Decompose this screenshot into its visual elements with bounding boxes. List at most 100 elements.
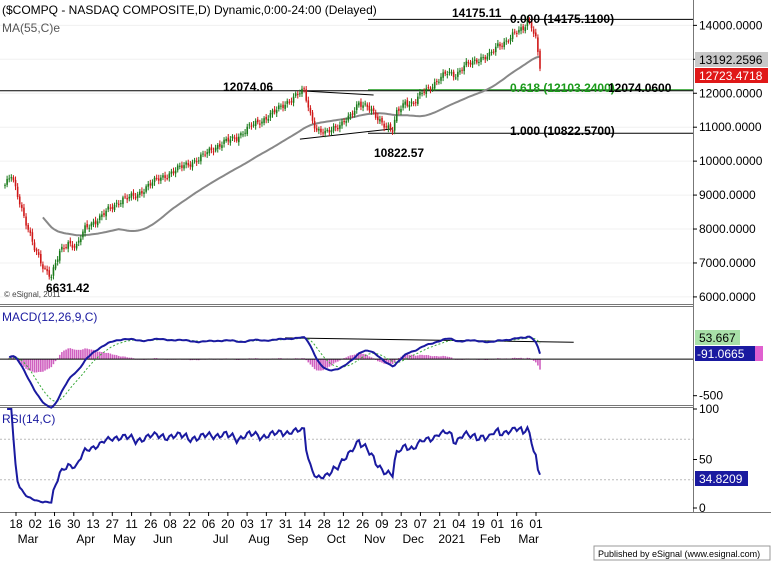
- candle-body: [80, 238, 82, 243]
- candle-body: [290, 101, 293, 103]
- candle-body: [473, 59, 476, 61]
- ma-55-line: [42, 55, 541, 237]
- candle-body: [305, 89, 308, 101]
- x-month-label: Oct: [327, 532, 346, 546]
- candle-body: [355, 104, 358, 111]
- macd-hist-bar: [450, 357, 453, 360]
- macd-hist-bar: [539, 359, 541, 370]
- candle-body: [202, 153, 204, 155]
- macd-hist-bar: [67, 348, 69, 360]
- candle-body: [37, 252, 40, 255]
- macd-hist-bar: [12, 357, 15, 360]
- candle-body: [273, 109, 276, 113]
- candle-body: [61, 246, 63, 250]
- macd-line: [8, 335, 541, 409]
- candle-body: [450, 72, 453, 74]
- macd-value-box: [695, 346, 755, 361]
- candle-body: [6, 178, 8, 185]
- candle-body: [23, 207, 25, 216]
- x-tick-label: 31: [279, 517, 293, 531]
- candle-body: [82, 231, 84, 238]
- candle-body: [12, 177, 15, 181]
- candle-body: [296, 93, 299, 95]
- candle-body: [534, 32, 537, 37]
- candle-body: [153, 177, 156, 183]
- macd-hist-bar: [195, 359, 198, 361]
- candle-body: [33, 242, 36, 251]
- candle-body: [166, 178, 168, 180]
- macd-hist-bar: [44, 359, 46, 371]
- x-month-label: May: [113, 532, 136, 546]
- candle-body: [343, 120, 345, 123]
- macd-hist-bar: [63, 350, 65, 360]
- histogram-value-box: [755, 346, 763, 361]
- macd-hist-bar: [526, 357, 529, 360]
- candle-body: [246, 126, 249, 135]
- x-tick-label: 27: [106, 517, 120, 531]
- signal-value-box: [695, 330, 740, 345]
- macd-hist-bar: [113, 354, 116, 360]
- x-tick-label: 13: [86, 517, 100, 531]
- candle-body: [117, 203, 120, 205]
- candle-body: [362, 105, 364, 108]
- candle-body: [480, 57, 482, 63]
- macd-hist-bar: [362, 353, 364, 360]
- macd-hist-bar: [313, 359, 316, 370]
- candle-body: [77, 240, 80, 243]
- macd-hist-bar: [101, 352, 103, 360]
- candle-body: [128, 196, 131, 199]
- candle-body: [469, 62, 472, 65]
- candle-body: [307, 100, 310, 108]
- candle-body: [438, 81, 440, 83]
- macd-hist-bar: [109, 353, 112, 360]
- candle-body: [84, 225, 86, 233]
- macd-hist-bar: [94, 350, 97, 360]
- macd-hist-bar: [431, 356, 434, 360]
- candle-body: [377, 116, 379, 121]
- x-tick-label: 02: [29, 517, 43, 531]
- macd-hist-bar: [324, 359, 326, 370]
- candle-body: [254, 120, 257, 126]
- chart-title: ($COMPQ - NASDAQ COMPOSITE,D) Dynamic,0:…: [2, 3, 377, 17]
- candle-body: [360, 101, 362, 107]
- price-ytick-label: 14000.0000: [699, 18, 763, 32]
- x-tick-label: 16: [510, 517, 524, 531]
- macd-hist-bar: [393, 359, 396, 363]
- candle-body: [278, 105, 280, 110]
- candle-body: [275, 110, 278, 114]
- candle-body: [509, 38, 512, 41]
- candle-body: [417, 96, 419, 104]
- candle-body: [435, 80, 438, 82]
- candle-body: [252, 124, 255, 126]
- candle-body: [391, 130, 394, 132]
- footer-box: [593, 545, 771, 561]
- candle-body: [332, 126, 335, 131]
- candle-body: [494, 46, 497, 53]
- macd-hist-bar: [46, 359, 48, 370]
- candle-body: [457, 71, 459, 77]
- x-tick-label: 26: [356, 517, 370, 531]
- macd-hist-bar: [40, 359, 42, 372]
- candle-body: [96, 221, 99, 226]
- macd-hist-bar: [370, 357, 373, 360]
- candle-body: [168, 173, 171, 179]
- candle-body: [40, 254, 42, 264]
- candle-body: [385, 126, 388, 128]
- candle-body: [421, 92, 423, 94]
- macd-hist-bar: [311, 359, 314, 367]
- macd-histogram: [8, 348, 541, 373]
- candle-body: [130, 193, 133, 198]
- candle-body: [518, 29, 520, 33]
- candle-body: [471, 61, 474, 65]
- x-tick-label: 08: [163, 517, 177, 531]
- macd-hist-bar: [516, 358, 518, 360]
- x-month-label: Jul: [213, 532, 228, 546]
- x-tick-label: 09: [375, 517, 389, 531]
- candle-body: [164, 175, 166, 179]
- candle-body: [532, 29, 535, 34]
- x-tick-label: 03: [240, 517, 254, 531]
- x-tick-label: 16: [48, 517, 62, 531]
- candle-body: [237, 136, 240, 143]
- candle-body: [309, 107, 312, 113]
- candle-body: [126, 198, 128, 200]
